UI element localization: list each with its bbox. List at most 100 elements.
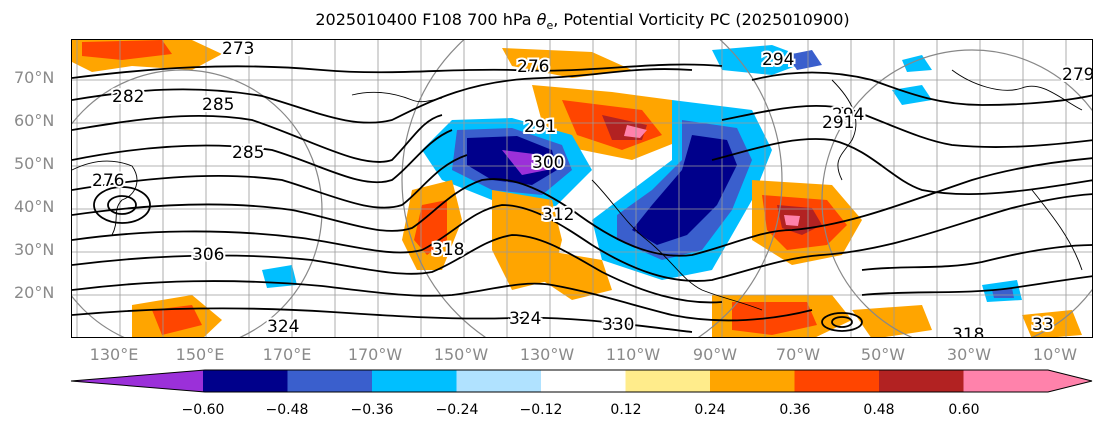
contour-label-halo: 306 [192, 245, 224, 265]
colorbar-extend-low [71, 370, 205, 392]
contour-label: 276 [92, 171, 124, 191]
contour-label: 291 [524, 117, 556, 137]
contour-line [72, 307, 693, 333]
contour-label-halo: 279 [1062, 65, 1093, 85]
map-title: 2025010400 F108 700 hPa θe, Potential Vo… [0, 10, 1105, 32]
colorbar-tick: −0.60 [181, 402, 225, 418]
colorbar-bin [203, 370, 288, 392]
colorbar-bin [794, 370, 880, 392]
colorbar-tick: 0.12 [610, 402, 642, 418]
contour-line [861, 244, 1092, 271]
contour-label: 276 [517, 57, 549, 77]
pv-shading [72, 40, 1082, 337]
contour-line [72, 114, 443, 163]
colorbar-tick: 0.60 [948, 402, 980, 418]
colorbar-tick: −0.12 [519, 402, 563, 418]
contour-label: 330 [602, 315, 634, 335]
pv-negative-region [902, 55, 932, 72]
contour-label: 291 [822, 113, 854, 133]
colorbar-tick: 0.48 [863, 402, 895, 418]
colorbar-tick: −0.48 [265, 402, 309, 418]
colorbar-bin [541, 370, 626, 392]
lat-label-60n: 60°N [14, 111, 55, 130]
contour-label: 318 [952, 325, 984, 338]
colorbar-outline [70, 369, 1093, 393]
projection-arc [821, 49, 1092, 337]
contour-label: 294 [832, 105, 864, 125]
colorbar [70, 369, 1093, 393]
pv-positive-region [542, 250, 612, 300]
pv-negative-region [892, 85, 932, 105]
contour-label-halo: 300 [532, 153, 564, 173]
contour-label: 33 [1032, 315, 1054, 335]
lon-label-170w: 170°W [347, 345, 403, 364]
contour-line [72, 63, 723, 79]
lat-label-70n: 70°N [14, 68, 55, 87]
colorbar-tick: 0.24 [694, 402, 726, 418]
contour-label: 300 [532, 153, 564, 173]
coastline [1031, 189, 1083, 271]
colorbar-bin [625, 370, 711, 392]
contour-label: 273 [222, 40, 254, 59]
contour-line [711, 138, 1092, 196]
contour-label-halo: 324 [267, 317, 299, 337]
contour-line [751, 71, 1092, 106]
contour-label: 318 [432, 240, 464, 260]
coastline [72, 160, 138, 236]
contour-line [72, 68, 693, 124]
contour-label-halo: 318 [432, 240, 464, 260]
contour-label-halo: 291 [822, 113, 854, 133]
pv-positive-region [852, 305, 932, 337]
contour-line [72, 234, 723, 304]
pv-positive-region [732, 302, 817, 335]
contour-label-halo: 276 [517, 57, 549, 77]
contour-line [721, 105, 1092, 148]
contour-label: 279 [1062, 65, 1093, 85]
colorbar-bin [287, 370, 373, 392]
pv-positive-region [784, 215, 800, 226]
contour-line [72, 280, 813, 322]
pv-positive-region [82, 40, 172, 60]
coastline [951, 69, 1083, 111]
pv-negative-region [787, 50, 822, 70]
contour-label: 324 [509, 309, 541, 329]
contour-line [72, 157, 1092, 257]
title-theta-subscript: e [546, 19, 554, 33]
contour-label-halo: 318 [952, 325, 984, 338]
contour-label-halo: 285 [202, 95, 234, 115]
coastline [591, 179, 763, 311]
pv-positive-region [152, 305, 202, 335]
contour-line [72, 193, 1092, 282]
lat-label-40n: 40°N [14, 197, 55, 216]
contour-line [93, 186, 151, 224]
contour-label-halo: 312 [542, 205, 574, 225]
colorbar-tick: 0.36 [779, 402, 811, 418]
projection-arc [72, 69, 323, 337]
pv-negative-region [502, 150, 547, 175]
lat-label-20n: 20°N [14, 283, 55, 302]
coastline [351, 91, 443, 103]
contour-label: 285 [232, 143, 264, 163]
contour-label-halo: 330 [602, 315, 634, 335]
lon-label-150e: 150°E [175, 345, 225, 364]
contour-line [72, 154, 468, 209]
contour-label: 285 [202, 95, 234, 115]
pv-positive-region [624, 125, 647, 138]
lon-label-10w: 10°W [1032, 345, 1078, 364]
contour-label-halo: 33 [1032, 315, 1054, 335]
pv-positive-region [414, 200, 447, 255]
contour-line [831, 316, 853, 328]
contour-label: 306 [192, 245, 224, 265]
contour-label-halo: 291 [524, 117, 556, 137]
lon-label-130e: 130°E [89, 345, 139, 364]
lon-label-90w: 90°W [692, 345, 738, 364]
title-prefix: 2025010400 F108 700 hPa [315, 10, 537, 29]
coastlines [72, 69, 1083, 311]
contour-line [861, 275, 1092, 296]
colorbar-bin [963, 370, 1049, 392]
lon-label-110w: 110°W [605, 345, 661, 364]
colorbar-bin [372, 370, 457, 392]
contour-label-halo: 294 [762, 50, 794, 70]
pv-negative-region [712, 45, 812, 75]
